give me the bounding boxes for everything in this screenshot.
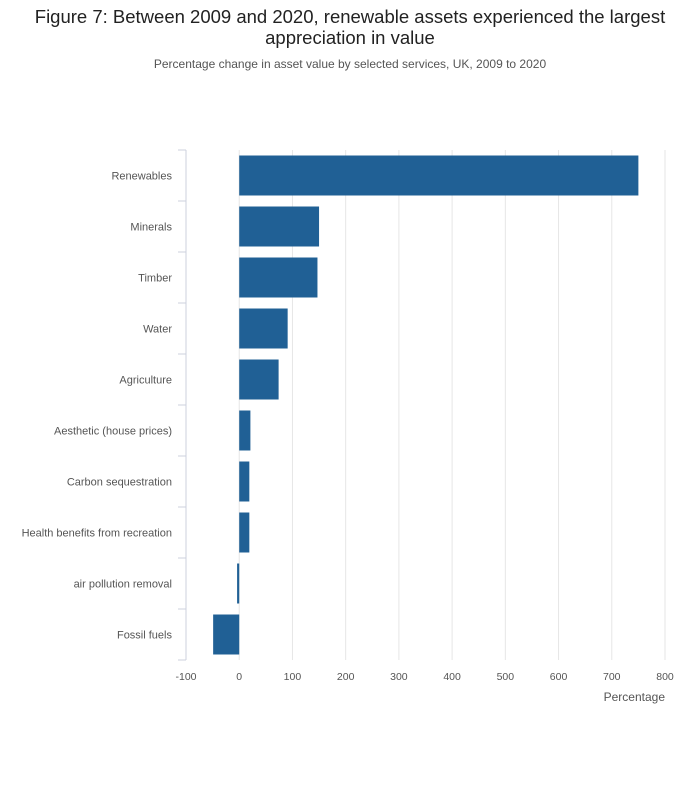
x-axis-title: Percentage (604, 690, 666, 704)
x-tick-label: 500 (497, 671, 515, 683)
bar (213, 614, 240, 655)
category-label: Fossil fuels (117, 630, 173, 642)
category-label: Health benefits from recreation (22, 528, 172, 540)
category-label: Timber (138, 273, 172, 285)
x-tick-label: 400 (443, 671, 461, 683)
x-tick-label: 0 (236, 671, 242, 683)
chart-subtitle: Percentage change in asset value by sele… (153, 57, 547, 71)
bar (239, 410, 251, 451)
x-tick-label: 800 (656, 671, 674, 683)
x-tick-label: 600 (550, 671, 568, 683)
bar (239, 512, 250, 553)
x-tick-labels: -100 0 100 200 300 400 500 600 700 800 (175, 671, 673, 683)
bar (239, 461, 250, 502)
category-label: Aesthetic (house prices) (54, 426, 172, 438)
bar (239, 257, 318, 298)
x-tick-label: -100 (175, 671, 196, 683)
category-label: Minerals (130, 222, 172, 234)
category-labels: Renewables Minerals Timber Water Agriculture… (22, 171, 173, 642)
category-label: air pollution removal (74, 579, 172, 591)
bar (239, 359, 279, 400)
bar (239, 206, 320, 247)
y-axis (178, 149, 187, 661)
bar (237, 563, 240, 604)
x-tick-label: 200 (337, 671, 355, 683)
category-label: Renewables (111, 171, 172, 183)
x-tick-label: 300 (390, 671, 408, 683)
bars (213, 155, 639, 655)
x-tick-label: 100 (284, 671, 302, 683)
category-label: Water (143, 324, 172, 336)
x-tick-label: 700 (603, 671, 621, 683)
category-label: Agriculture (119, 375, 172, 387)
bar (239, 155, 639, 196)
chart-title: Figure 7: Between 2009 and 2020, renewab… (34, 6, 666, 48)
category-label: Carbon sequestration (67, 477, 172, 489)
bar (239, 308, 288, 349)
